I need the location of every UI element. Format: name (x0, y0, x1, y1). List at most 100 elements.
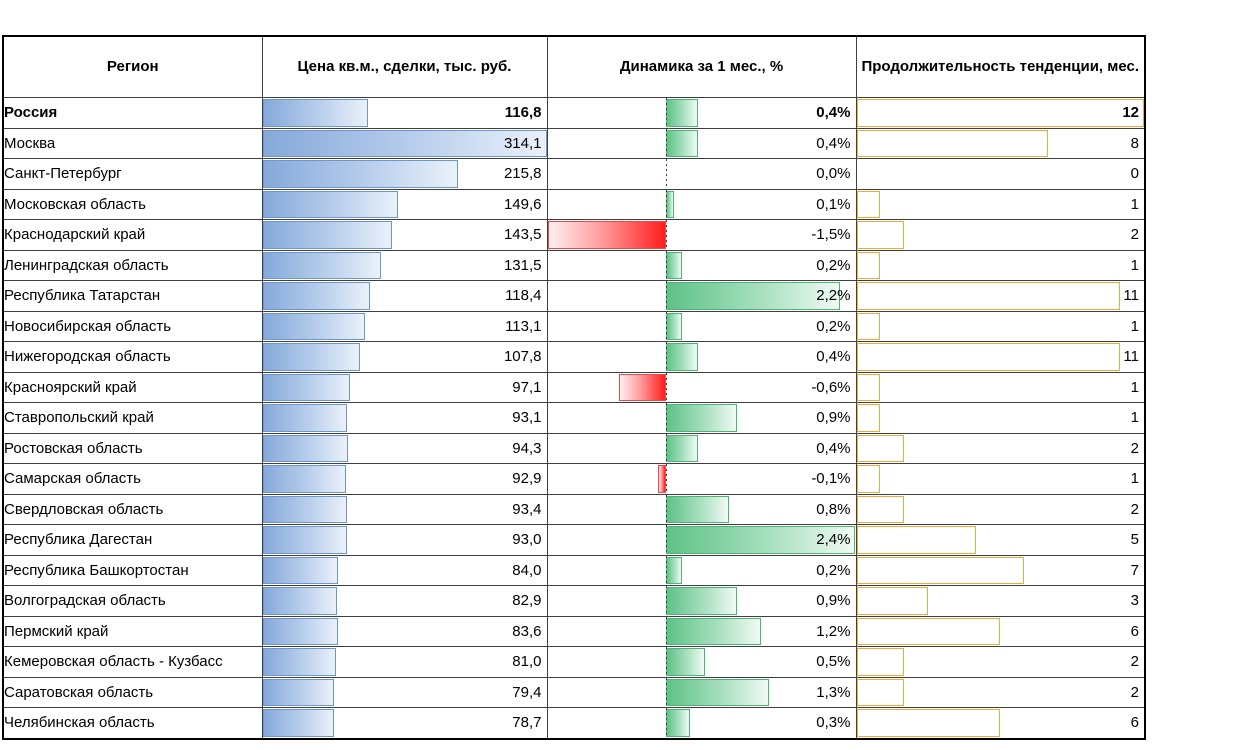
months-cell[interactable]: 7 (855, 554, 1146, 586)
region-cell[interactable]: Краснодарский край (2, 219, 263, 251)
price-cell[interactable]: 79,4 (261, 676, 548, 708)
dynamics-cell[interactable]: 1,3% (546, 676, 857, 708)
region-cell[interactable]: Москва (2, 127, 263, 159)
dynamics-cell[interactable]: 0,4% (546, 341, 857, 373)
region-cell[interactable]: Красноярский край (2, 371, 263, 403)
price-cell[interactable]: 93,0 (261, 524, 548, 556)
price-cell[interactable]: 149,6 (261, 188, 548, 220)
dynamics-bar-wrap: -0,6% (548, 372, 855, 402)
region-cell[interactable]: Нижегородская область (2, 341, 263, 373)
price-cell[interactable]: 94,3 (261, 432, 548, 464)
months-cell[interactable]: 2 (855, 646, 1146, 678)
price-bar-wrap: 83,6 (263, 617, 546, 646)
price-cell[interactable]: 113,1 (261, 310, 548, 342)
price-cell[interactable]: 93,1 (261, 402, 548, 434)
months-value: 1 (1130, 409, 1139, 427)
region-cell[interactable]: Новосибирская область (2, 310, 263, 342)
region-label: Волгоградская область (4, 592, 166, 610)
dynamics-cell[interactable]: 0,2% (546, 554, 857, 586)
region-label: Свердловская область (4, 500, 164, 518)
dynamics-cell[interactable]: 0,1% (546, 188, 857, 220)
months-cell[interactable]: 8 (855, 127, 1146, 159)
region-cell[interactable]: Россия (2, 97, 263, 129)
months-cell[interactable]: 0 (855, 158, 1146, 190)
price-cell[interactable]: 314,1 (261, 127, 548, 159)
price-cell[interactable]: 97,1 (261, 371, 548, 403)
region-cell[interactable]: Ленинградская область (2, 249, 263, 281)
col-header-price[interactable]: Цена кв.м., сделки, тыс. руб. (261, 35, 548, 98)
col-header-months[interactable]: Продолжительность тенденции, мес. (855, 35, 1146, 98)
months-cell[interactable]: 2 (855, 493, 1146, 525)
months-cell[interactable]: 1 (855, 188, 1146, 220)
dynamics-cell[interactable]: 0,5% (546, 646, 857, 678)
months-cell[interactable]: 6 (855, 707, 1146, 739)
price-cell[interactable]: 215,8 (261, 158, 548, 190)
months-cell[interactable]: 1 (855, 371, 1146, 403)
price-cell[interactable]: 84,0 (261, 554, 548, 586)
region-cell[interactable]: Свердловская область (2, 493, 263, 525)
price-value: 83,6 (512, 622, 542, 640)
dynamics-cell[interactable]: 0,9% (546, 585, 857, 617)
region-cell[interactable]: Ставропольский край (2, 402, 263, 434)
dynamics-cell[interactable]: -0,1% (546, 463, 857, 495)
region-cell[interactable]: Санкт-Петербург (2, 158, 263, 190)
dynamics-cell[interactable]: 0,4% (546, 127, 857, 159)
region-cell[interactable]: Пермский край (2, 615, 263, 647)
price-cell[interactable]: 81,0 (261, 646, 548, 678)
months-cell[interactable]: 1 (855, 310, 1146, 342)
region-cell[interactable]: Республика Башкортостан (2, 554, 263, 586)
dynamics-positive-bar (665, 129, 698, 157)
months-cell[interactable]: 12 (855, 97, 1146, 129)
col-header-region[interactable]: Регион (2, 35, 263, 98)
region-cell[interactable]: Челябинская область (2, 707, 263, 739)
dynamics-cell[interactable]: 1,2% (546, 615, 857, 647)
dynamics-cell[interactable]: 0,9% (546, 402, 857, 434)
dynamics-cell[interactable]: 0,4% (546, 432, 857, 464)
dynamics-cell[interactable]: 0,2% (546, 310, 857, 342)
months-cell[interactable]: 2 (855, 676, 1146, 708)
months-cell[interactable]: 2 (855, 432, 1146, 464)
region-cell[interactable]: Самарская область (2, 463, 263, 495)
months-cell[interactable]: 1 (855, 463, 1146, 495)
months-cell[interactable]: 1 (855, 249, 1146, 281)
region-cell[interactable]: Московская область (2, 188, 263, 220)
region-cell[interactable]: Кемеровская область - Кузбасс (2, 646, 263, 678)
price-cell[interactable]: 92,9 (261, 463, 548, 495)
dynamics-cell[interactable]: 2,4% (546, 524, 857, 556)
col-header-dynamics[interactable]: Динамика за 1 мес., % (546, 35, 857, 98)
price-cell[interactable]: 93,4 (261, 493, 548, 525)
months-cell[interactable]: 1 (855, 402, 1146, 434)
region-cell[interactable]: Волгоградская область (2, 585, 263, 617)
price-cell[interactable]: 116,8 (261, 97, 548, 129)
price-data-bar (263, 190, 398, 218)
months-cell[interactable]: 11 (855, 341, 1146, 373)
months-cell[interactable]: 6 (855, 615, 1146, 647)
price-cell[interactable]: 83,6 (261, 615, 548, 647)
dynamics-cell[interactable]: 0,4% (546, 97, 857, 129)
price-cell[interactable]: 78,7 (261, 707, 548, 739)
dynamics-cell[interactable]: 0,2% (546, 249, 857, 281)
months-cell[interactable]: 3 (855, 585, 1146, 617)
months-bar-wrap: 2 (857, 220, 1144, 249)
dynamics-cell[interactable]: 2,2% (546, 280, 857, 312)
price-cell[interactable]: 143,5 (261, 219, 548, 251)
months-value: 1 (1130, 195, 1139, 213)
dynamics-cell[interactable]: 0,3% (546, 707, 857, 739)
dynamics-cell[interactable]: 0,0% (546, 158, 857, 190)
dynamics-cell[interactable]: -0,6% (546, 371, 857, 403)
region-cell[interactable]: Республика Татарстан (2, 280, 263, 312)
price-cell[interactable]: 107,8 (261, 341, 548, 373)
months-cell[interactable]: 11 (855, 280, 1146, 312)
region-cell[interactable]: Саратовская область (2, 676, 263, 708)
months-cell[interactable]: 2 (855, 219, 1146, 251)
price-cell[interactable]: 82,9 (261, 585, 548, 617)
dynamics-cell[interactable]: 0,8% (546, 493, 857, 525)
price-cell[interactable]: 118,4 (261, 280, 548, 312)
price-cell[interactable]: 131,5 (261, 249, 548, 281)
dynamics-cell[interactable]: -1,5% (546, 219, 857, 251)
dynamics-value: 2,2% (816, 287, 851, 305)
region-cell[interactable]: Ростовская область (2, 432, 263, 464)
months-cell[interactable]: 5 (855, 524, 1146, 556)
region-cell[interactable]: Республика Дагестан (2, 524, 263, 556)
dynamics-negative-bar (658, 465, 666, 493)
